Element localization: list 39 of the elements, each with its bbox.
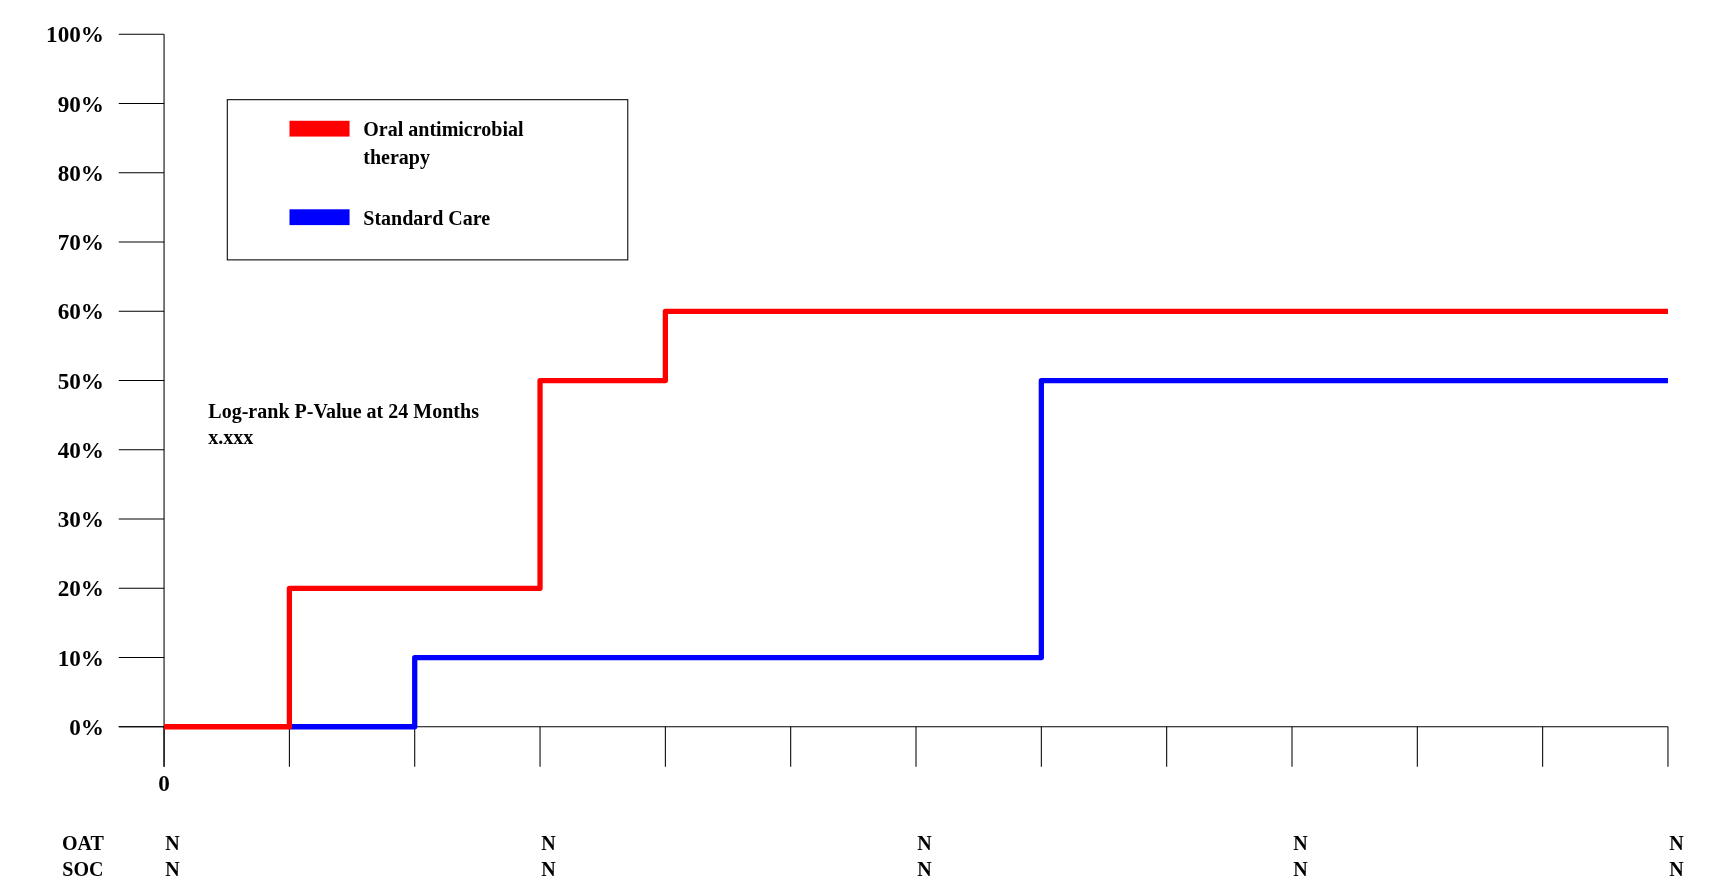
annotation: Log-rank P-Value at 24 Months: [208, 399, 480, 423]
text: N: [541, 858, 557, 881]
text: N: [1669, 858, 1685, 881]
y-tick-label: 60%: [57, 298, 104, 325]
y-tick-label: 100%: [46, 21, 104, 48]
y-axis-tick: 100%: [46, 21, 165, 48]
text: OAT: [61, 832, 105, 855]
text: SOC: [62, 858, 104, 881]
y-tick-label: 90%: [57, 90, 104, 117]
annotation: x.xxx: [208, 426, 254, 449]
y-axis-tick: 70%: [57, 229, 165, 256]
y-axis-tick: 30%: [57, 506, 165, 533]
y-tick-label: 20%: [57, 575, 104, 602]
y-tick-label: 40%: [57, 436, 104, 463]
y-axis-tick: 80%: [57, 159, 165, 186]
x-tick-label: 0: [158, 770, 170, 797]
text: N: [1293, 832, 1309, 855]
text: N: [165, 832, 181, 855]
text: N: [541, 832, 557, 855]
y-tick-label: 30%: [57, 506, 104, 533]
y-tick-label: 80%: [57, 159, 104, 186]
text: N: [917, 832, 933, 855]
y-tick-label: 10%: [57, 644, 104, 671]
y-axis-tick: 90%: [57, 90, 165, 117]
text: N: [165, 858, 181, 881]
y-axis-tick: 60%: [57, 298, 165, 325]
text: N: [1293, 858, 1309, 881]
y-axis-tick: 40%: [57, 436, 165, 463]
y-tick-label: 50%: [57, 367, 104, 394]
legend-label: Oral antimicrobial therapy: [363, 118, 524, 169]
text: N: [917, 858, 933, 881]
y-axis-tick: 10%: [57, 644, 165, 671]
y-axis-tick: 20%: [57, 575, 165, 602]
y-tick-label: 0%: [69, 713, 104, 740]
y-axis-tick: 0%: [69, 713, 165, 740]
text: N: [1669, 832, 1685, 855]
y-axis-tick: 50%: [57, 367, 165, 394]
y-tick-label: 70%: [57, 229, 104, 256]
legend-label: Standard Care: [363, 206, 491, 229]
